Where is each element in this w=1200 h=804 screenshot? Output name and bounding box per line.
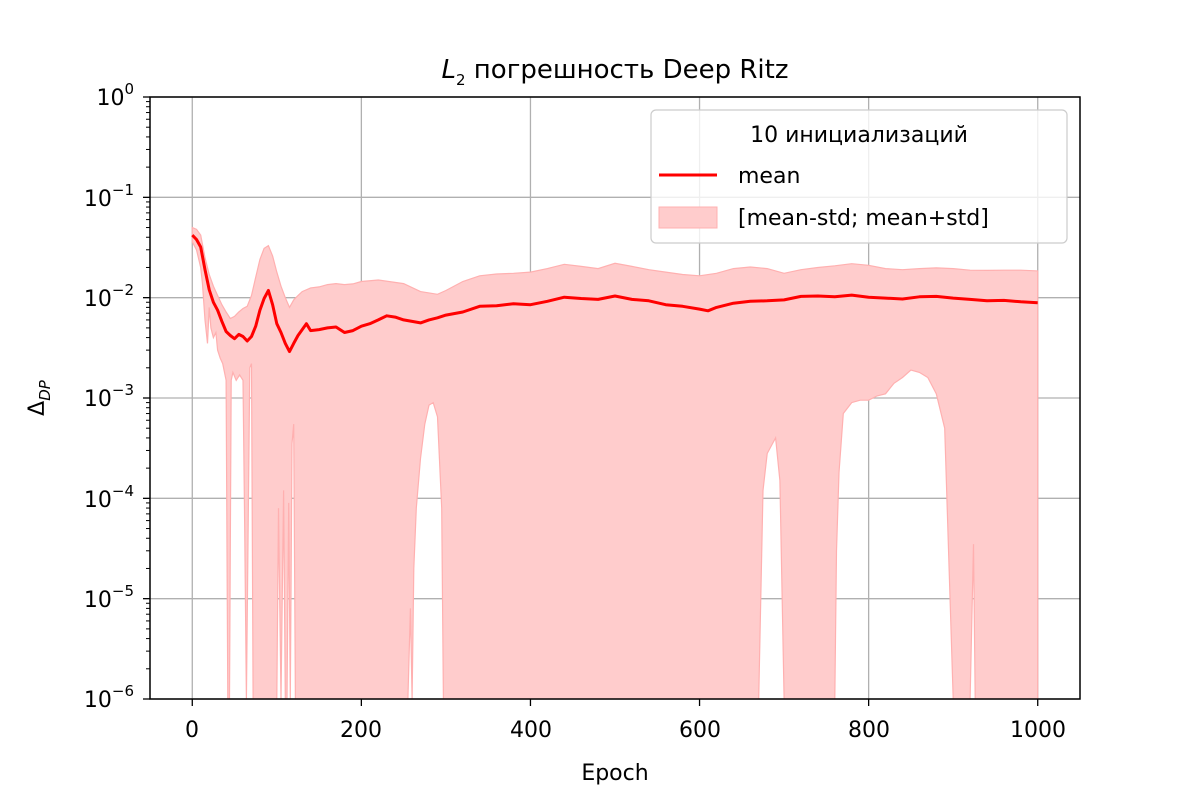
- x-tick-label-1000: 1000: [1010, 718, 1066, 743]
- y-tick-label-1e-4: 10−4: [84, 482, 134, 513]
- x-tick-label-200: 200: [340, 718, 382, 743]
- y-tick-label-1e-5: 10−5: [84, 582, 134, 613]
- legend-band-swatch: [658, 206, 718, 229]
- y-axis-title: ΔDP: [25, 379, 54, 416]
- std-band: [191, 226, 1039, 699]
- y-tick-label-1e0: 100: [96, 80, 134, 111]
- mean-line: [191, 234, 1038, 354]
- y-tick-label-1e-3: 10−3: [84, 381, 134, 412]
- x-axis-title: Epoch: [581, 761, 648, 786]
- mean-line-layer: [191, 234, 1038, 354]
- x-tick-label-0: 0: [185, 718, 199, 743]
- std-band-layer: [191, 226, 1039, 699]
- chart-title: L2 погрешность Deep Ritz: [441, 55, 788, 89]
- y-tick-label-1e-6: 10−6: [84, 682, 134, 713]
- legend-band-label: [mean-std; mean+std]: [738, 206, 989, 231]
- legend-box: [650, 109, 1068, 244]
- x-tick-label-800: 800: [848, 718, 890, 743]
- y-tick-label-1e-2: 10−2: [84, 281, 134, 312]
- y-tick-label-1e-1: 10−1: [84, 181, 134, 212]
- x-tick-label-600: 600: [679, 718, 721, 743]
- legend: 10 инициализаций mean [mean-std; mean+st…: [650, 109, 1068, 244]
- legend-mean-label: mean: [738, 164, 800, 189]
- axis-ticks: [143, 96, 1039, 706]
- x-tick-label-400: 400: [510, 718, 552, 743]
- legend-title: 10 инициализаций: [750, 123, 968, 148]
